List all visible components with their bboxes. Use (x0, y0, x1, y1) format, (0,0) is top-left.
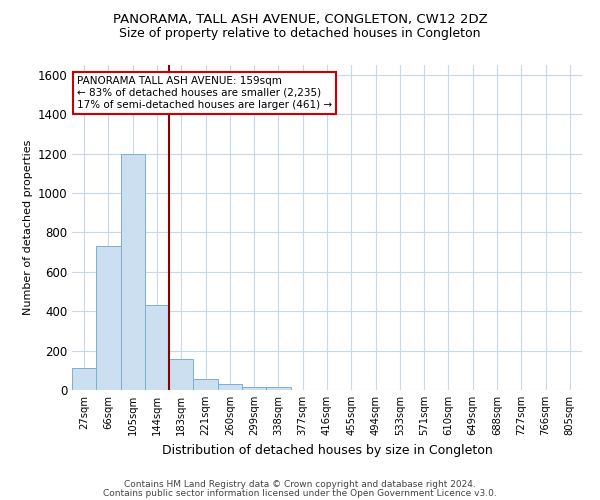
Text: PANORAMA TALL ASH AVENUE: 159sqm
← 83% of detached houses are smaller (2,235)
17: PANORAMA TALL ASH AVENUE: 159sqm ← 83% o… (77, 76, 332, 110)
Bar (193, 379, 218, 390)
Text: PANORAMA, TALL ASH AVENUE, CONGLETON, CW12 2DZ: PANORAMA, TALL ASH AVENUE, CONGLETON, CW… (113, 12, 487, 26)
Text: Size of property relative to detached houses in Congleton: Size of property relative to detached ho… (119, 28, 481, 40)
Bar (242, 387, 266, 390)
Bar (96, 246, 121, 390)
Y-axis label: Number of detached properties: Number of detached properties (23, 140, 33, 315)
Bar (169, 360, 193, 390)
Bar (145, 306, 169, 390)
Bar (218, 384, 242, 390)
Bar (121, 154, 145, 390)
Text: Contains public sector information licensed under the Open Government Licence v3: Contains public sector information licen… (103, 489, 497, 498)
Text: Contains HM Land Registry data © Crown copyright and database right 2024.: Contains HM Land Registry data © Crown c… (124, 480, 476, 489)
X-axis label: Distribution of detached houses by size in Congleton: Distribution of detached houses by size … (161, 444, 493, 456)
Bar (266, 387, 290, 390)
Bar (72, 368, 96, 390)
